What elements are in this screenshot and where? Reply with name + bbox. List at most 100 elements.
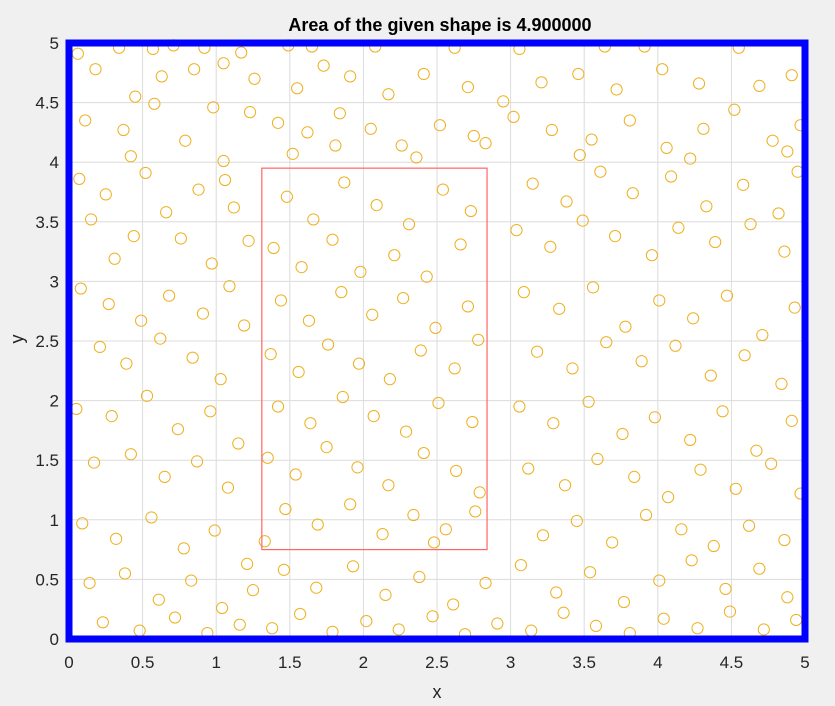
scatter-point-153 xyxy=(152,593,165,606)
scatter-point-163 xyxy=(294,607,307,621)
scatter-point-64 xyxy=(127,230,140,243)
scatter-point-226 xyxy=(321,338,335,351)
scatter-point-131 xyxy=(648,411,661,424)
scatter-point-99 xyxy=(517,286,530,299)
y-tick-label-9: 4.5 xyxy=(35,94,59,113)
scatter-point-125 xyxy=(190,455,204,468)
scatter-point-227 xyxy=(352,357,366,370)
scatter-point-49 xyxy=(585,133,598,146)
x-tick-label-9: 4.5 xyxy=(720,653,744,672)
scatter-point-38 xyxy=(207,101,220,114)
scatter-point-35 xyxy=(117,123,130,137)
scatter-point-257 xyxy=(329,139,342,152)
scatter-point-202 xyxy=(778,533,791,547)
scatter-point-114 xyxy=(738,349,751,362)
scatter-point-209 xyxy=(464,204,477,218)
scatter-point-204 xyxy=(307,213,320,226)
scatter-point-263 xyxy=(684,152,697,165)
scatter-point-234 xyxy=(336,390,349,404)
scatter-point-247 xyxy=(279,502,292,516)
scatter-point-74 xyxy=(700,200,713,213)
scatter-point-248 xyxy=(311,518,324,531)
scatter-point-69 xyxy=(526,177,539,190)
scatter-point-50 xyxy=(623,114,636,127)
scatter-point-237 xyxy=(432,396,445,410)
scatter-point-221 xyxy=(397,291,410,305)
scatter-point-141 xyxy=(694,463,707,476)
scatter-point-86 xyxy=(778,245,791,258)
scatter-point-240 xyxy=(289,468,302,481)
scatter-point-236 xyxy=(399,425,413,438)
scatter-point-15 xyxy=(129,90,142,103)
scatter-point-67 xyxy=(174,232,187,245)
scatter-point-255 xyxy=(427,536,441,549)
scatter-point-53 xyxy=(728,103,741,116)
scatter-point-96 xyxy=(186,351,199,364)
scatter-point-208 xyxy=(436,183,449,196)
scatter-point-36 xyxy=(148,97,161,110)
scatter-point-139 xyxy=(628,470,641,483)
scatter-point-85 xyxy=(744,218,757,231)
scatter-point-205 xyxy=(338,176,351,189)
scatter-point-189 xyxy=(617,595,631,609)
x-tick-label-4: 2 xyxy=(359,653,368,672)
scatter-point-120 xyxy=(204,405,217,418)
scatter-point-108 xyxy=(530,345,544,358)
scatter-point-238 xyxy=(466,415,479,429)
scatter-point-58 xyxy=(139,166,152,180)
scatter-point-244 xyxy=(417,446,430,460)
scatter-point-84 xyxy=(709,235,722,249)
scatter-point-161 xyxy=(233,618,246,631)
scatter-point-48 xyxy=(545,123,558,137)
scatter-point-179 xyxy=(277,563,291,576)
scatter-point-188 xyxy=(583,566,597,579)
scatter-point-172 xyxy=(589,619,603,632)
scatter-point-25 xyxy=(461,81,475,94)
scatter-point-98 xyxy=(238,319,251,332)
scatter-point-22 xyxy=(344,70,357,83)
scatter-point-256 xyxy=(286,147,299,160)
scatter-point-17 xyxy=(188,63,201,76)
scatter-point-254 xyxy=(258,535,271,548)
scatter-point-191 xyxy=(685,554,698,567)
scatter-point-30 xyxy=(656,63,669,76)
scatter-point-186 xyxy=(514,558,528,572)
scatter-point-93 xyxy=(93,340,107,354)
scatter-point-56 xyxy=(73,172,86,185)
scatter-point-79 xyxy=(544,240,557,253)
scatter-point-159 xyxy=(168,611,182,624)
scatter-point-147 xyxy=(145,511,158,524)
scatter-point-166 xyxy=(392,623,405,636)
scatter-point-246 xyxy=(473,486,486,499)
scatter-point-136 xyxy=(522,462,535,475)
scatter-point-225 xyxy=(292,365,305,379)
scatter-point-91 xyxy=(196,307,210,320)
scatter-point-60 xyxy=(192,183,205,196)
scatter-point-132 xyxy=(684,433,697,447)
scatter-point-199 xyxy=(675,523,688,536)
scatter-point-119 xyxy=(171,423,185,436)
scatter-point-29 xyxy=(610,83,623,96)
scatter-point-118 xyxy=(140,389,154,402)
scatter-point-41 xyxy=(301,126,314,139)
x-tick-label-1: 0.5 xyxy=(131,653,155,672)
scatter-point-111 xyxy=(635,355,648,368)
scatter-point-218 xyxy=(302,314,316,327)
scatter-point-32 xyxy=(753,79,766,93)
scatter-point-52 xyxy=(697,122,710,135)
scatter-point-47 xyxy=(507,110,520,124)
y-tick-label-2: 1 xyxy=(50,511,59,530)
scatter-point-231 xyxy=(472,333,485,346)
scatter-point-23 xyxy=(382,88,395,101)
scatter-point-127 xyxy=(513,400,526,413)
scatter-point-215 xyxy=(420,270,433,283)
scatter-point-250 xyxy=(376,528,389,541)
shape-rectangle xyxy=(261,167,488,551)
scatter-point-203 xyxy=(280,190,293,203)
scatter-point-235 xyxy=(367,409,380,423)
scatter-point-260 xyxy=(124,150,137,163)
scatter-point-192 xyxy=(719,582,732,596)
domain-box xyxy=(65,39,809,643)
scatter-point-258 xyxy=(410,151,423,164)
